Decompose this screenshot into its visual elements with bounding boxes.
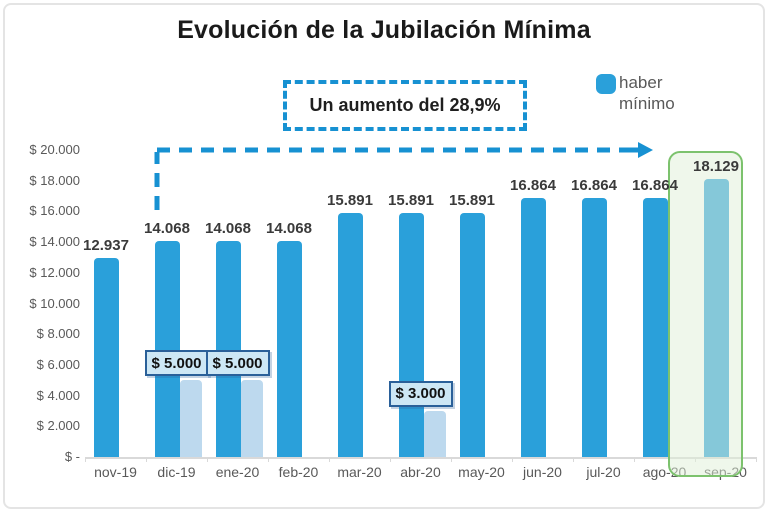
y-axis-tick-label: $ 14.000: [29, 234, 80, 250]
y-axis-tick-label: $ 18.000: [29, 172, 80, 188]
bar-value-label: 12.937: [83, 237, 129, 255]
x-axis-tickmark: [634, 457, 635, 462]
haber-minimo-bar: [521, 198, 546, 457]
x-axis-category-label: feb-20: [278, 464, 319, 480]
x-axis-tickmark: [268, 457, 269, 462]
increase-annotation-box: Un aumento del 28,9%: [283, 80, 527, 131]
y-axis-tick-label: $ 4.000: [36, 387, 80, 403]
haber-minimo-bar: [216, 241, 241, 457]
legend-swatch-icon: [596, 74, 616, 94]
x-axis-line: [85, 457, 756, 459]
x-axis-category-label: ene-20: [215, 464, 260, 480]
bar-value-label: 16.864: [510, 177, 556, 195]
x-axis-tickmark: [85, 457, 86, 462]
y-axis-tick-label: $ 10.000: [29, 295, 80, 311]
bar-value-label: 18.129: [693, 157, 739, 175]
legend-label-line1: haber: [619, 73, 663, 92]
x-axis-tickmark: [512, 457, 513, 462]
x-axis-tickmark: [451, 457, 452, 462]
bar-value-label: 15.891: [449, 192, 495, 210]
y-axis-tick-label: $ 2.000: [36, 418, 80, 434]
x-axis-category-label: nov-19: [94, 464, 137, 480]
y-axis-tick-label: $ 20.000: [29, 142, 80, 157]
haber-minimo-bar: [460, 213, 485, 457]
x-axis-category-label: may-20: [458, 464, 505, 480]
haber-minimo-bar: [582, 198, 607, 457]
legend: haber mínimo: [596, 72, 675, 114]
bar-value-label: 14.068: [144, 220, 190, 238]
y-axis-tick-label: $ -: [64, 449, 80, 464]
y-axis-tick-label: $ 6.000: [36, 356, 80, 372]
haber-minimo-bar: [277, 241, 302, 457]
chart-title: Evolución de la Jubilación Mínima: [177, 16, 591, 44]
haber-minimo-bar: [94, 258, 119, 457]
sep-20-highlight-box: [668, 151, 743, 477]
x-axis-tickmark: [390, 457, 391, 462]
aumento-callout-label: $ 5.000: [205, 350, 270, 377]
bar-value-label: 16.864: [632, 177, 678, 195]
haber-minimo-bar: [643, 198, 668, 457]
aumento-bar: [241, 380, 263, 457]
y-axis-tick-label: $ 12.000: [29, 264, 80, 280]
haber-minimo-bar: [338, 213, 363, 457]
aumento-bar: [424, 410, 446, 457]
x-axis-tickmark: [146, 457, 147, 462]
x-axis-tickmark: [756, 457, 757, 462]
x-axis-category-label: mar-20: [337, 464, 382, 480]
bar-value-label: 15.891: [388, 192, 434, 210]
x-axis-category-label: abr-20: [400, 464, 441, 480]
aumento-callout-label: $ 5.000: [144, 350, 209, 377]
x-axis-tickmark: [207, 457, 208, 462]
bar-value-label: 14.068: [266, 220, 312, 238]
legend-label-line2: mínimo: [619, 94, 675, 113]
x-axis-category-label: dic-19: [157, 464, 196, 480]
y-axis-tick-label: $ 8.000: [36, 326, 80, 342]
bar-value-label: 16.864: [571, 177, 617, 195]
y-axis-tick-label: $ 16.000: [29, 203, 80, 219]
bar-value-label: 14.068: [205, 220, 251, 238]
haber-minimo-bar: [399, 213, 424, 457]
x-axis-tickmark: [573, 457, 574, 462]
bar-value-label: 15.891: [327, 192, 373, 210]
x-axis-category-label: jul-20: [586, 464, 621, 480]
x-axis-category-label: jun-20: [523, 464, 562, 480]
increase-annotation-text: Un aumento del 28,9%: [309, 95, 501, 115]
x-axis-tickmark: [329, 457, 330, 462]
aumento-callout-label: $ 3.000: [388, 380, 453, 407]
haber-minimo-bar: [155, 241, 180, 457]
aumento-bar: [180, 380, 202, 457]
